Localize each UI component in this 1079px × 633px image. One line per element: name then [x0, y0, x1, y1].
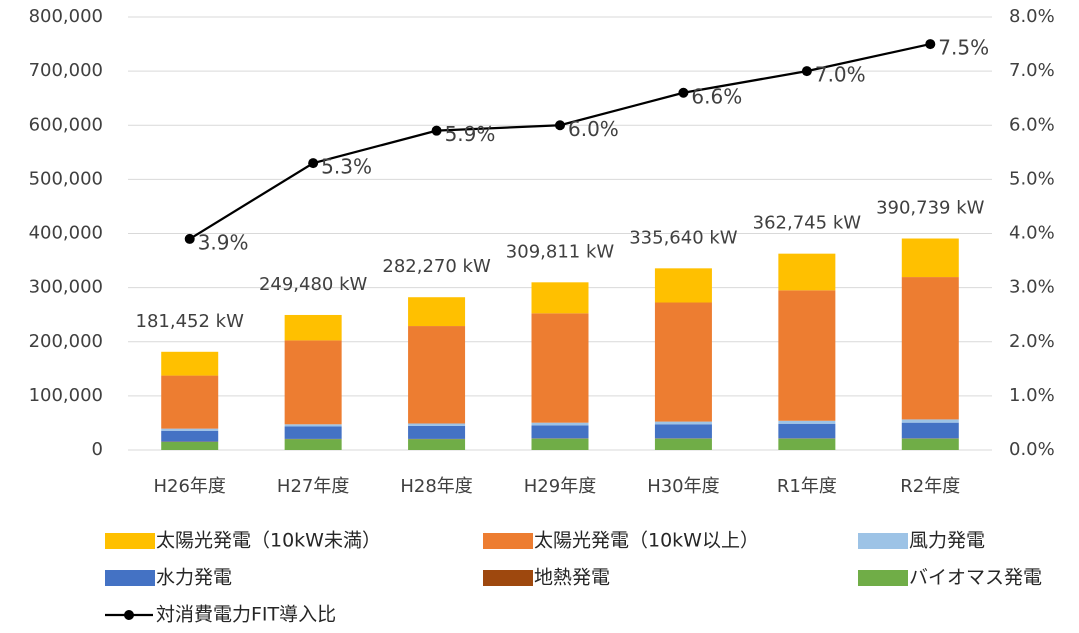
y-tick-label: 600,000: [29, 114, 103, 135]
total-label: 335,640 kW: [629, 227, 738, 248]
bar-segment: [531, 425, 589, 439]
line-point: [184, 233, 195, 244]
bar-segment: [408, 297, 466, 327]
legend-label: 水力発電: [156, 567, 232, 589]
bar-segment: [901, 277, 959, 420]
line-point: [678, 87, 689, 98]
x-tick-label: R1年度: [777, 476, 837, 497]
line-point: [431, 125, 442, 136]
total-label: 282,270 kW: [382, 256, 491, 277]
bar-segment: [778, 423, 836, 439]
x-tick-label: H28年度: [400, 476, 472, 497]
legend-label: バイオマス発電: [909, 567, 1042, 589]
total-label: 390,739 kW: [876, 198, 985, 219]
bar-segment: [654, 268, 712, 303]
y-tick-label: 0: [92, 439, 103, 460]
x-tick-label: H29年度: [524, 476, 596, 497]
y-tick-label: 300,000: [29, 277, 103, 298]
x-tick-label: R2年度: [900, 476, 960, 497]
bar-segment: [778, 253, 836, 291]
legend-label: 風力発電: [909, 530, 985, 552]
bar-segment: [284, 314, 342, 341]
bar-segment: [408, 423, 466, 426]
data-label: 7.0%: [815, 63, 866, 87]
total-label: 362,745 kW: [753, 213, 862, 234]
bar-segment: [284, 439, 342, 450]
bar-segment: [901, 419, 959, 423]
legend-label: 地熱発電: [534, 567, 610, 589]
y2-tick-label: 2.0%: [1009, 331, 1055, 352]
line-point: [308, 158, 319, 169]
bar-segment: [408, 326, 466, 424]
data-label: 5.3%: [321, 155, 372, 179]
legend-swatch: [483, 533, 533, 549]
bar-segment: [531, 438, 589, 450]
y-tick-label: 800,000: [29, 6, 103, 27]
data-label: 5.9%: [445, 122, 496, 146]
legend-label: 太陽光発電（10kW以上）: [534, 530, 759, 552]
bar-segment: [161, 375, 219, 429]
legend-swatch: [483, 570, 533, 586]
data-label: 6.0%: [568, 117, 619, 141]
bar-segment: [778, 290, 836, 421]
bar-segment: [531, 422, 589, 426]
total-label: 181,452 kW: [136, 311, 245, 332]
data-label: 7.5%: [938, 36, 989, 60]
total-label: 249,480 kW: [259, 274, 368, 295]
y2-tick-label: 7.0%: [1009, 60, 1055, 81]
legend-label: 太陽光発電（10kW未満）: [156, 530, 381, 552]
bar-segment: [901, 438, 959, 450]
line-point: [925, 39, 936, 50]
bar-segment: [161, 428, 219, 431]
bar-segment: [654, 424, 712, 439]
line-point: [801, 66, 812, 77]
bar-segment: [901, 238, 959, 278]
y2-tick-label: 8.0%: [1009, 6, 1055, 27]
y-tick-label: 700,000: [29, 60, 103, 81]
bar-segment: [901, 422, 959, 439]
legend-swatch: [105, 570, 155, 586]
bar-segment: [654, 302, 712, 422]
x-tick-label: H26年度: [153, 476, 225, 497]
bar-segment: [778, 438, 836, 450]
bar-segment: [284, 426, 342, 439]
bar-segment: [408, 425, 466, 439]
bar-segment: [654, 438, 712, 450]
total-label: 309,811 kW: [506, 241, 615, 262]
bar-segment: [531, 313, 589, 423]
y2-tick-label: 1.0%: [1009, 385, 1055, 406]
y2-tick-label: 4.0%: [1009, 223, 1055, 244]
y-tick-label: 200,000: [29, 331, 103, 352]
y2-tick-label: 0.0%: [1009, 439, 1055, 460]
y-tick-label: 400,000: [29, 223, 103, 244]
y2-tick-label: 6.0%: [1009, 114, 1055, 135]
bar-segment: [161, 430, 219, 442]
x-tick-label: H27年度: [277, 476, 349, 497]
x-tick-label: H30年度: [647, 476, 719, 497]
bar-segment: [161, 441, 219, 450]
y-tick-label: 500,000: [29, 168, 103, 189]
y2-tick-label: 5.0%: [1009, 168, 1055, 189]
bar-segment: [778, 420, 836, 424]
bar-segment: [531, 282, 589, 314]
legend-swatch: [858, 570, 908, 586]
bar-segment: [284, 424, 342, 427]
bar-segment: [408, 439, 466, 450]
line-point: [555, 120, 565, 131]
y-tick-label: 100,000: [29, 385, 103, 406]
legend-swatch: [858, 533, 908, 549]
bar-segment: [161, 351, 219, 376]
legend-label: 対消費電力FIT導入比: [156, 604, 336, 626]
y2-tick-label: 3.0%: [1009, 277, 1055, 298]
bar-segment: [284, 340, 342, 425]
data-label: 6.6%: [691, 84, 742, 108]
legend-marker: [124, 610, 134, 620]
bar-segment: [654, 421, 712, 425]
legend-swatch: [105, 533, 155, 549]
data-label: 3.9%: [198, 230, 249, 254]
